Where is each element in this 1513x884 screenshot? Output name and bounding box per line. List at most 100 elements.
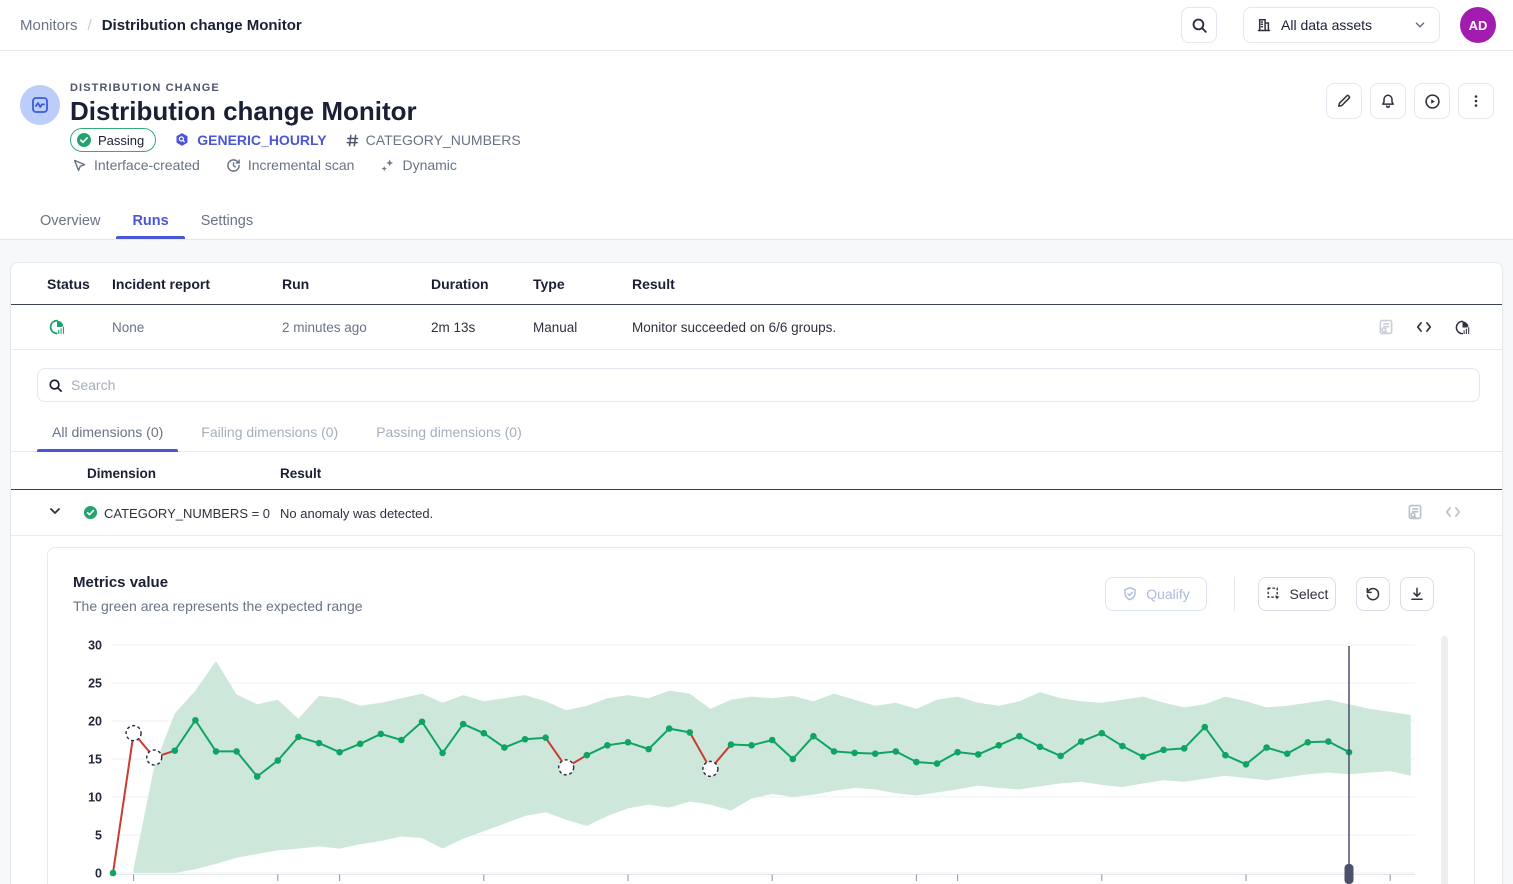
anomaly-point[interactable]	[702, 760, 719, 778]
data-point	[356, 740, 364, 748]
svg-text:5: 5	[95, 829, 102, 843]
reset-zoom-button[interactable]	[1356, 577, 1390, 611]
data-point	[645, 745, 652, 753]
dimension-row[interactable]: CATEGORY_NUMBERS = 0 No anomaly was dete…	[11, 490, 1502, 536]
runs-table-header: Status Incident report Run Duration Type…	[11, 263, 1502, 305]
data-point	[1180, 745, 1188, 752]
content-area: Status Incident report Run Duration Type…	[0, 240, 1513, 884]
shield-check-icon	[1122, 586, 1138, 602]
qualify-button[interactable]: Qualify	[1105, 577, 1207, 611]
data-point	[583, 751, 591, 759]
marquee-select-icon	[1266, 586, 1282, 602]
notifications-button[interactable]	[1370, 83, 1406, 119]
data-point	[1077, 738, 1085, 745]
data-point	[439, 749, 446, 757]
metrics-subtitle: The green area represents the expected r…	[73, 598, 363, 614]
svg-text:30: 30	[88, 639, 102, 653]
tab-settings[interactable]: Settings	[200, 213, 254, 229]
tab-failing-dimensions[interactable]: Failing dimensions (0)	[201, 424, 339, 440]
data-point	[1016, 732, 1023, 740]
breadcrumb: Monitors / Distribution change Monitor	[20, 17, 302, 34]
building-icon	[1256, 17, 1272, 33]
col-type: Type	[533, 275, 565, 292]
dimension-result: No anomaly was detected.	[280, 506, 434, 521]
anomaly-point[interactable]	[558, 759, 575, 776]
dimensions-table-header: Dimension Result	[11, 459, 1502, 490]
search-icon	[1191, 17, 1208, 34]
download-chart-button[interactable]	[1400, 577, 1434, 611]
data-point	[604, 742, 611, 749]
data-point	[480, 729, 488, 737]
view-sql-icon	[1444, 503, 1462, 521]
chart-cursor-handle[interactable]	[1344, 864, 1354, 884]
data-point	[830, 748, 838, 755]
data-point	[1160, 746, 1167, 754]
expand-chevron-icon[interactable]	[47, 503, 63, 519]
run-monitor-button[interactable]	[1414, 83, 1450, 119]
data-assets-label: All data assets	[1281, 17, 1373, 33]
data-point	[1222, 751, 1229, 759]
run-table-row[interactable]: None 2 minutes ago 2m 13s Manual Monitor…	[11, 305, 1502, 350]
check-circle-icon	[76, 132, 92, 148]
svg-text:15: 15	[88, 753, 102, 767]
anomaly-point[interactable]	[125, 724, 142, 742]
metrics-title: Metrics value	[73, 574, 169, 591]
svg-text:10: 10	[88, 791, 102, 805]
monitor-category-label: DISTRIBUTION CHANGE	[70, 82, 220, 94]
col-incident-report: Incident report	[112, 275, 211, 292]
play-circle-icon	[1424, 93, 1441, 110]
data-point	[748, 742, 755, 749]
select-button[interactable]: Select	[1258, 577, 1336, 611]
dimension-search[interactable]	[37, 368, 1480, 402]
monitor-header: DISTRIBUTION CHANGE Distribution change …	[0, 51, 1513, 240]
breadcrumb-separator: /	[87, 16, 92, 34]
table-link[interactable]: GENERIC_HOURLY	[174, 132, 327, 148]
run-status-icon	[47, 317, 112, 337]
edit-button[interactable]	[1326, 83, 1362, 119]
run-type-value: Manual	[533, 319, 578, 335]
tab-all-dimensions[interactable]: All dimensions (0)	[37, 413, 179, 452]
monitor-type-icon	[20, 85, 60, 125]
tab-runs[interactable]: Runs	[116, 203, 185, 239]
tab-overview[interactable]: Overview	[40, 213, 101, 229]
data-point	[233, 748, 240, 755]
metrics-panel: Metrics value The green area represents …	[47, 547, 1475, 884]
qualify-label: Qualify	[1146, 586, 1190, 602]
meta-created-label: Interface-created	[94, 157, 200, 173]
chart-vertical-scrollbar[interactable]	[1441, 636, 1448, 884]
sparkles-icon	[380, 158, 395, 173]
data-point	[253, 773, 261, 780]
data-point	[1325, 738, 1332, 745]
anomaly-point[interactable]	[145, 749, 163, 766]
data-point	[192, 716, 199, 724]
meta-schedule-label: Dynamic	[402, 157, 457, 173]
data-point	[1201, 723, 1209, 731]
run-incident-value: None	[112, 319, 145, 335]
data-point	[871, 750, 879, 757]
meta-schedule: Dynamic	[380, 157, 457, 173]
table-link-label: GENERIC_HOURLY	[197, 132, 327, 148]
data-point	[789, 755, 797, 763]
dimension-tabs: All dimensions (0) Failing dimensions (0…	[11, 413, 1502, 452]
status-badge: Passing	[70, 128, 157, 152]
breadcrumb-monitors-link[interactable]: Monitors	[20, 16, 78, 34]
run-stats-icon[interactable]	[1453, 318, 1472, 337]
svg-text:25: 25	[88, 677, 102, 691]
data-assets-dropdown[interactable]: All data assets	[1243, 7, 1440, 43]
data-point	[274, 757, 282, 764]
data-point	[315, 739, 323, 747]
data-point	[768, 736, 776, 744]
global-search-button[interactable]	[1181, 7, 1217, 43]
search-input[interactable]	[71, 377, 1469, 393]
metrics-chart-area[interactable]: 0510152025302330Apr8152229May81522	[48, 636, 1476, 884]
col-duration: Duration	[431, 275, 489, 292]
svg-text:0: 0	[95, 867, 102, 881]
more-menu-button[interactable]	[1458, 83, 1494, 119]
col-result: Result	[632, 275, 675, 292]
view-sql-icon[interactable]	[1415, 318, 1433, 336]
metrics-chart[interactable]: 0510152025302330Apr8152229May81522	[48, 636, 1476, 884]
data-point	[686, 729, 694, 736]
tab-passing-dimensions[interactable]: Passing dimensions (0)	[376, 424, 522, 440]
clock-icon	[226, 158, 241, 173]
user-avatar[interactable]: AD	[1460, 7, 1496, 43]
